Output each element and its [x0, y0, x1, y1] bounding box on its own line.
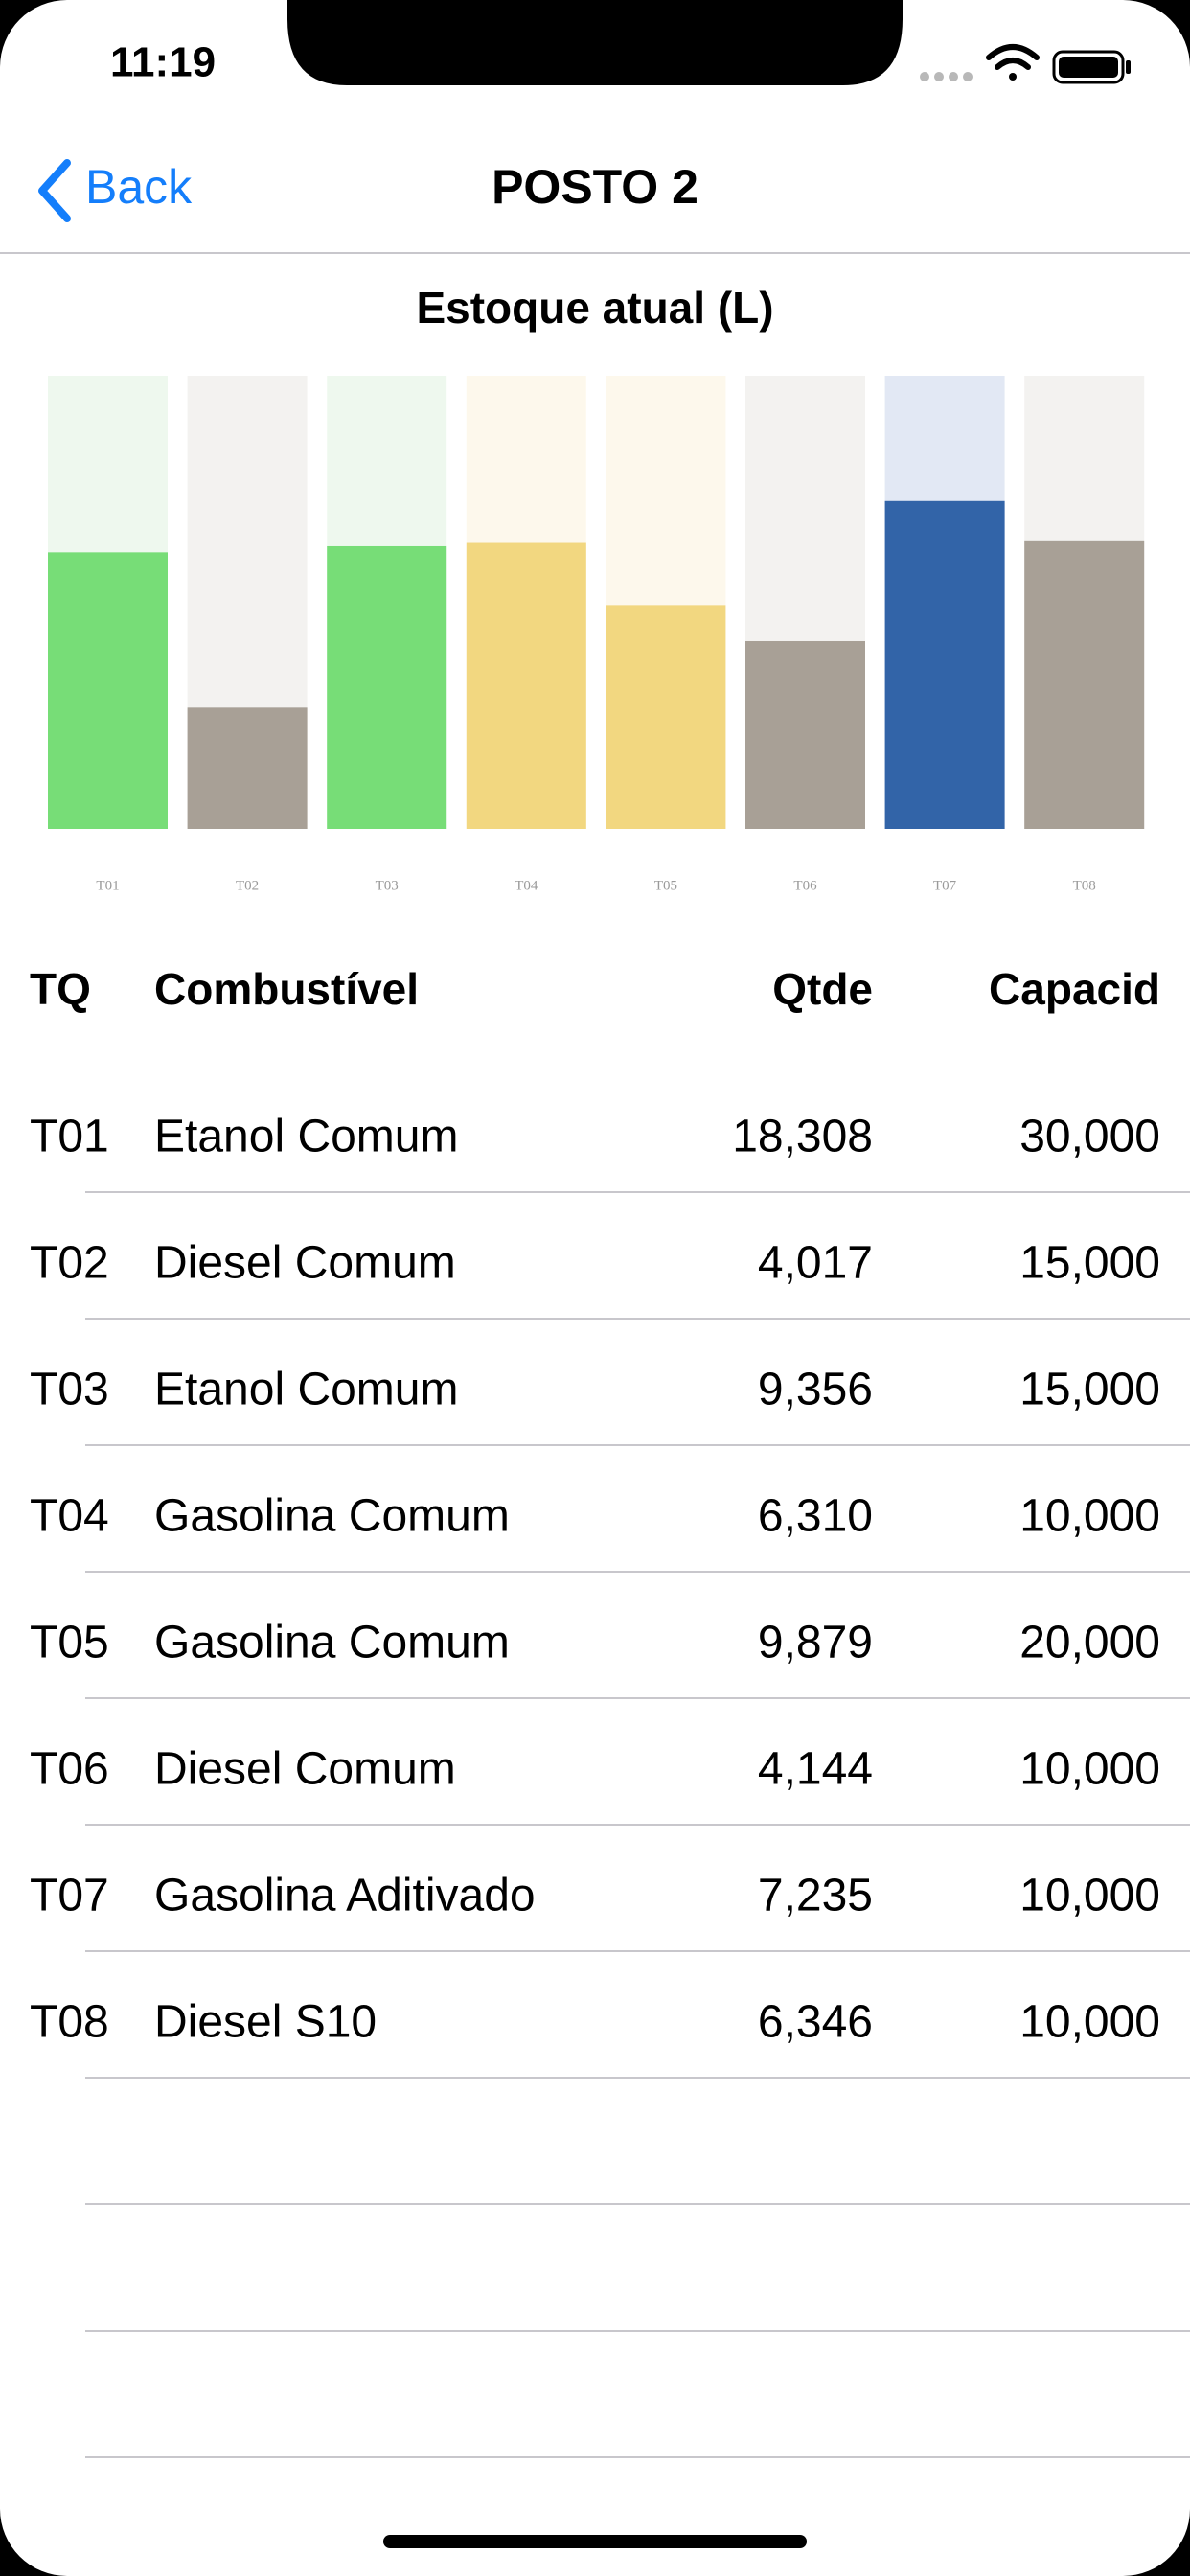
- column-header: Qtde: [772, 964, 873, 1014]
- x-tick-label: T04: [515, 878, 538, 893]
- bar: [1024, 540, 1145, 829]
- table-cell: T03: [30, 1365, 109, 1415]
- signal-icon: [920, 72, 973, 81]
- table-cell: 9,879: [758, 1618, 873, 1668]
- bar: [48, 552, 168, 829]
- bar: [606, 605, 726, 829]
- table-cell: 4,017: [758, 1238, 873, 1289]
- table-cell: Gasolina Comum: [154, 1618, 510, 1668]
- table-cell: T04: [30, 1491, 109, 1542]
- nav-title: POSTO 2: [492, 160, 698, 214]
- table-cell: T06: [30, 1744, 109, 1795]
- table-cell: 7,235: [758, 1871, 873, 1921]
- bar: [187, 707, 308, 829]
- table-cell: 10,000: [1019, 1871, 1160, 1921]
- table-cell: 6,346: [758, 1997, 873, 2048]
- x-tick-label: T06: [793, 878, 817, 893]
- table-cell: 6,310: [758, 1491, 873, 1542]
- column-header: Capacid: [989, 964, 1160, 1014]
- bar: [745, 640, 865, 829]
- x-tick-label: T07: [933, 878, 957, 893]
- table-cell: T02: [30, 1238, 109, 1289]
- table-cell: 10,000: [1019, 1491, 1160, 1542]
- notch: [287, 0, 903, 85]
- bar: [884, 500, 1005, 829]
- table-cell: 15,000: [1019, 1365, 1160, 1415]
- x-tick-label: T08: [1073, 878, 1096, 893]
- table-cell: 18,308: [732, 1112, 873, 1162]
- table-cell: Diesel S10: [154, 1997, 377, 2048]
- table: TQ Combustível Qtde Capacid T01 Etanol Comum 1…: [30, 964, 1190, 2458]
- table-cell: Etanol Comum: [154, 1365, 458, 1415]
- table-cell: T07: [30, 1871, 109, 1921]
- table-cell: 10,000: [1019, 1997, 1160, 2048]
- table-cell: 10,000: [1019, 1744, 1160, 1795]
- battery-icon: [1052, 50, 1131, 84]
- table-cell: Diesel Comum: [154, 1744, 456, 1795]
- x-tick-label: T01: [96, 878, 119, 893]
- table-cell: 4,144: [758, 1744, 873, 1795]
- bar: [327, 545, 447, 829]
- wifi-icon: [986, 44, 1040, 80]
- chart: T01 T02 T03 T04 T05 T06 T07 T08: [48, 376, 1145, 893]
- table-cell: T08: [30, 1997, 109, 2048]
- bar: [466, 542, 586, 829]
- table-cell: Gasolina Comum: [154, 1491, 510, 1542]
- status-time: 11:19: [110, 39, 216, 86]
- back-button[interactable]: Back: [38, 159, 193, 222]
- table-cell: 20,000: [1019, 1618, 1160, 1668]
- back-chevron: [38, 159, 71, 222]
- column-header: Combustível: [154, 964, 419, 1014]
- x-tick-label: T03: [376, 878, 399, 893]
- table-cell: T01: [30, 1112, 109, 1162]
- table-cell: 15,000: [1019, 1238, 1160, 1289]
- home-indicator: [383, 2535, 807, 2548]
- table-cell: Diesel Comum: [154, 1238, 456, 1289]
- table-cell: Gasolina Aditivado: [154, 1871, 536, 1921]
- x-tick-label: T02: [236, 878, 259, 893]
- table-cell: 30,000: [1019, 1112, 1160, 1162]
- table-cell: 9,356: [758, 1365, 873, 1415]
- chart-title: Estoque atual (L): [416, 283, 773, 333]
- table-cell: T05: [30, 1618, 109, 1668]
- back-label[interactable]: Back: [85, 160, 193, 214]
- column-header: TQ: [30, 964, 91, 1014]
- x-tick-label: T05: [654, 878, 677, 893]
- table-cell: Etanol Comum: [154, 1112, 458, 1162]
